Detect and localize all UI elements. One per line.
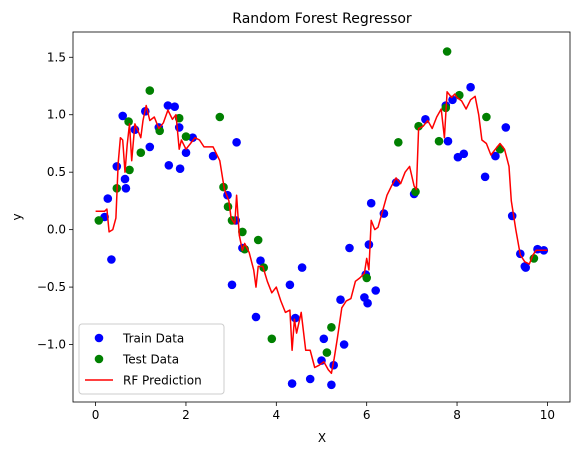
- train-data-point: [181, 148, 191, 157]
- train-data-point: [175, 164, 185, 173]
- train-data-point: [188, 133, 197, 142]
- x-tick-label: 10: [540, 408, 555, 422]
- y-tick-label: −1.0: [37, 338, 66, 352]
- train-data-point: [480, 172, 490, 182]
- test-data-point: [434, 136, 444, 146]
- train-data-point: [448, 95, 457, 105]
- test-data-point: [145, 86, 155, 95]
- test-data-point: [238, 227, 247, 237]
- train-data-point: [112, 162, 122, 171]
- train-data-point: [291, 313, 300, 323]
- axes: 0 2 4 6 8 10 −1.0 −0.5 0.0 0.5 1.0 1.5: [37, 31, 571, 422]
- train-data-point: [232, 138, 241, 147]
- train-data-point: [164, 161, 174, 170]
- train-data-point: [507, 211, 517, 221]
- train-data-point: [466, 82, 475, 92]
- train-data-point: [208, 151, 218, 161]
- train-data-point: [285, 280, 295, 290]
- plot-area: [94, 47, 549, 390]
- test-data-point: [327, 323, 336, 332]
- train-data-point: [336, 295, 345, 305]
- y-tick-label: 1.5: [47, 50, 66, 64]
- train-data-point: [521, 263, 530, 272]
- train-data-point: [297, 263, 307, 272]
- train-data-point: [170, 102, 179, 111]
- legend: Train Data Test Data RF Prediction: [78, 323, 225, 395]
- x-tick-label: 0: [92, 408, 100, 422]
- train-data-point: [319, 334, 329, 344]
- train-data-point: [329, 360, 339, 370]
- train-data-point: [227, 280, 237, 290]
- train-data-point: [371, 286, 381, 295]
- test-data-point: [136, 148, 146, 157]
- test-data-point: [223, 202, 233, 211]
- chart-title: Random Forest Regressor: [232, 11, 412, 27]
- train-data-point: [364, 240, 374, 249]
- test-data-point: [322, 348, 332, 357]
- y-tick-label: 0.0: [47, 223, 66, 237]
- test-data-point: [442, 47, 452, 56]
- train-data-point: [305, 374, 315, 384]
- test-data-point: [267, 334, 277, 344]
- y-tick-label: −0.5: [37, 280, 66, 294]
- test-data-point: [414, 121, 423, 131]
- train-data-point: [459, 149, 469, 159]
- train-data-point: [120, 174, 130, 184]
- test-data-point: [181, 132, 191, 141]
- rf-prediction-line: [95, 91, 548, 375]
- test-data-point: [215, 112, 225, 122]
- legend-label: RF Prediction: [123, 374, 202, 388]
- test-data-point: [362, 273, 372, 283]
- legend-box: [78, 323, 225, 395]
- x-tick-label: 2: [182, 408, 190, 422]
- x-tick-label: 6: [363, 408, 371, 422]
- train-data-point: [366, 198, 376, 208]
- y-axis-label: y: [10, 213, 24, 220]
- test-data-point: [482, 112, 491, 122]
- train-data-point: [103, 194, 113, 203]
- test-data-point: [125, 165, 134, 175]
- train-data-point: [501, 123, 511, 132]
- x-tick-label: 8: [453, 408, 461, 422]
- train-data-point: [145, 142, 155, 152]
- train-data-point: [327, 380, 336, 390]
- test-data-point: [94, 216, 104, 225]
- train-data-point: [118, 111, 127, 121]
- train-data-point: [251, 312, 261, 322]
- train-data-point: [339, 340, 349, 349]
- legend-label: Train Data: [122, 332, 184, 346]
- plot-frame: [72, 31, 571, 403]
- train-data-point: [443, 136, 453, 146]
- train-data-point: [287, 379, 297, 388]
- legend-point-marker: [94, 333, 104, 343]
- train-data-point: [256, 256, 265, 266]
- legend-point-marker: [94, 354, 104, 364]
- test-data-point: [124, 117, 133, 126]
- train-data-point: [363, 298, 372, 308]
- x-tick-label: 4: [272, 408, 280, 422]
- train-data-point: [491, 151, 500, 161]
- train-data-point: [345, 243, 354, 253]
- x-axis-label: X: [318, 431, 326, 445]
- test-data-point: [394, 138, 403, 147]
- test-data-point: [253, 235, 263, 245]
- legend-label: Test Data: [122, 353, 179, 367]
- train-data-point: [121, 184, 131, 193]
- test-data-point: [155, 126, 164, 136]
- train-data-point: [163, 101, 173, 110]
- train-data-point: [107, 255, 116, 264]
- y-tick-label: 0.5: [47, 165, 66, 179]
- y-tick-label: 1.0: [47, 108, 66, 122]
- test-data-point: [411, 187, 420, 196]
